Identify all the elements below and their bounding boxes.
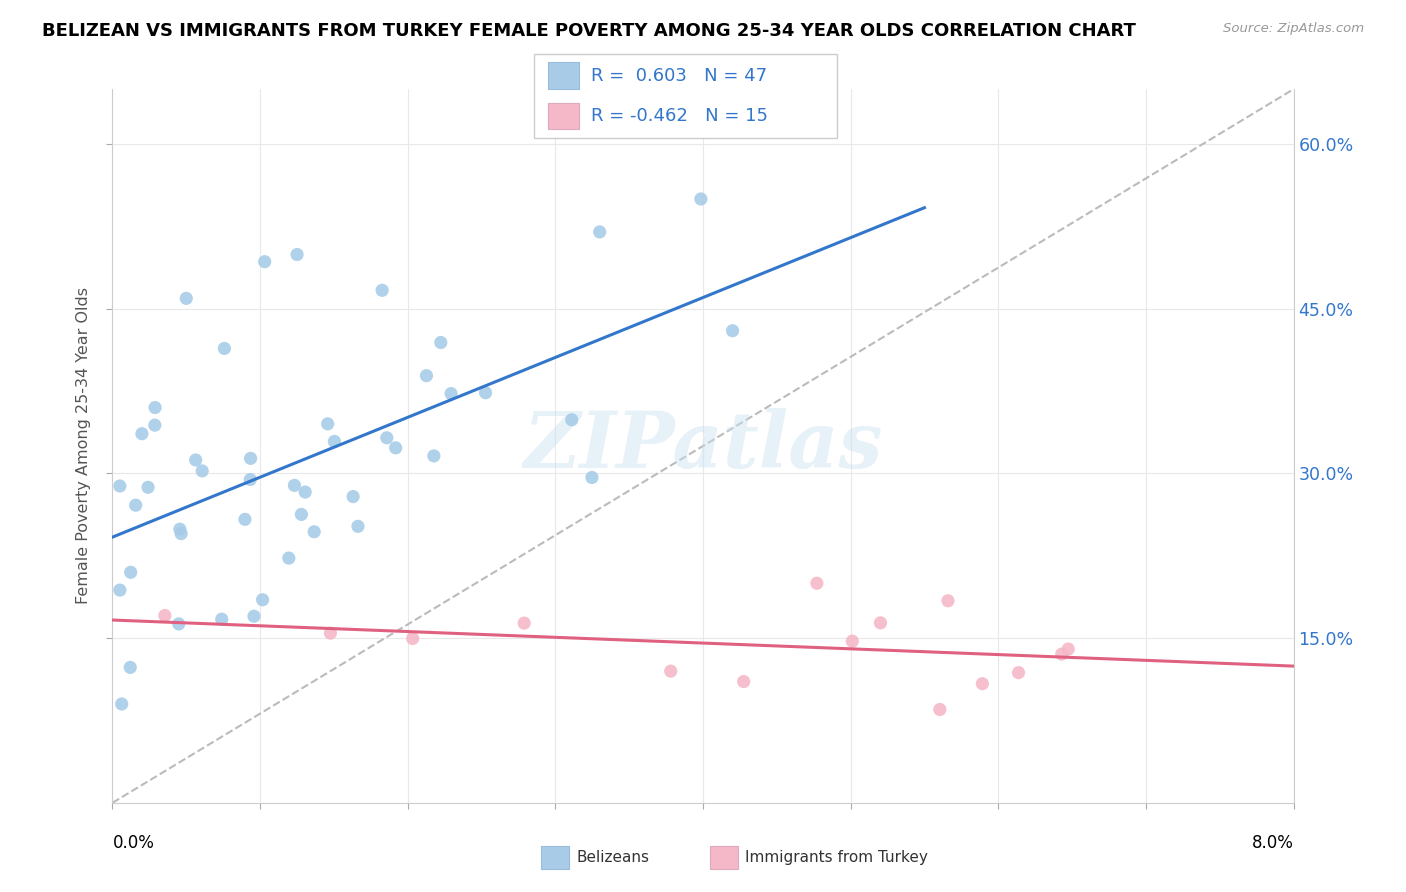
Point [690, 192, 713, 206]
Point [347, 519, 370, 533]
Point [319, 626, 342, 640]
Point [561, 413, 583, 427]
Point [402, 632, 425, 646]
Point [184, 453, 207, 467]
Point [169, 522, 191, 536]
Point [841, 634, 863, 648]
Point [120, 660, 142, 674]
Text: Source: ZipAtlas.com: Source: ZipAtlas.com [1223, 22, 1364, 36]
Point [384, 441, 406, 455]
Point [233, 512, 256, 526]
Point [239, 451, 262, 466]
Point [869, 615, 891, 630]
Point [513, 616, 536, 631]
Point [316, 417, 339, 431]
Point [136, 480, 159, 494]
Point [294, 485, 316, 500]
Point [375, 431, 398, 445]
Text: 8.0%: 8.0% [1251, 834, 1294, 852]
Point [323, 434, 346, 449]
Text: Immigrants from Turkey: Immigrants from Turkey [745, 850, 928, 864]
Point [167, 616, 190, 631]
Point [211, 612, 233, 626]
Point [588, 225, 610, 239]
Point [474, 385, 496, 400]
Point [290, 508, 312, 522]
Point [253, 254, 276, 268]
Point [108, 479, 131, 493]
Point [733, 674, 755, 689]
Text: R =  0.603   N = 47: R = 0.603 N = 47 [591, 67, 766, 85]
Text: R = -0.462   N = 15: R = -0.462 N = 15 [591, 107, 768, 125]
Point [806, 576, 828, 591]
Point [659, 664, 682, 678]
Point [302, 524, 325, 539]
Point [277, 551, 299, 566]
Point [108, 583, 131, 598]
Point [120, 566, 142, 580]
Point [342, 490, 364, 504]
Point [285, 247, 308, 261]
Point [440, 386, 463, 401]
Y-axis label: Female Poverty Among 25-34 Year Olds: Female Poverty Among 25-34 Year Olds [76, 287, 91, 605]
Point [1050, 647, 1073, 661]
Point [191, 464, 214, 478]
Point [721, 324, 744, 338]
Point [972, 676, 994, 690]
Point [430, 335, 453, 350]
Text: Belizeans: Belizeans [576, 850, 650, 864]
Point [243, 609, 266, 624]
Point [214, 342, 236, 356]
Text: ZIPatlas: ZIPatlas [523, 408, 883, 484]
Point [283, 478, 305, 492]
Point [143, 401, 166, 415]
Point [239, 473, 262, 487]
Point [936, 594, 959, 608]
Point [252, 592, 274, 607]
Text: 0.0%: 0.0% [112, 834, 155, 852]
Point [371, 283, 394, 297]
Point [143, 418, 166, 433]
Point [423, 449, 446, 463]
Point [415, 368, 437, 383]
Text: BELIZEAN VS IMMIGRANTS FROM TURKEY FEMALE POVERTY AMONG 25-34 YEAR OLDS CORRELAT: BELIZEAN VS IMMIGRANTS FROM TURKEY FEMAL… [42, 22, 1136, 40]
Point [153, 608, 176, 623]
Point [125, 498, 148, 512]
Point [131, 426, 153, 441]
Point [170, 526, 193, 541]
Point [928, 702, 950, 716]
Point [111, 697, 134, 711]
Point [174, 291, 197, 305]
Point [1007, 665, 1029, 680]
Point [581, 470, 603, 484]
Point [1057, 642, 1080, 657]
